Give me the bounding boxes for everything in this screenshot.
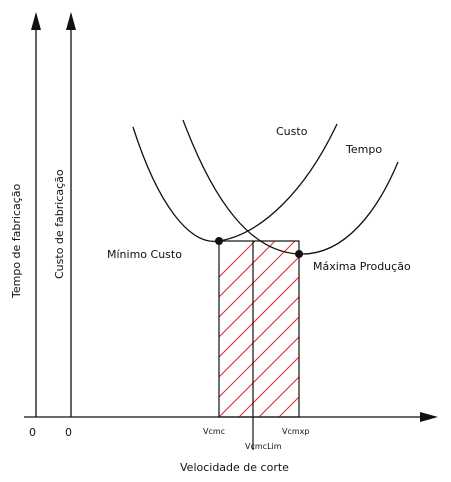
vcmclim-tick-label: VcmcLim [245, 442, 282, 451]
time-curve [182, 119, 399, 255]
optimal-speed-range-box [218, 240, 300, 418]
max-production-point [295, 250, 303, 258]
time-curve-label: Tempo [345, 143, 382, 156]
vcmc-tick-label: Vcmc [203, 427, 225, 436]
time-axis-label: Tempo de fabricação [10, 183, 23, 299]
optimal-speed-range-hatch [219, 241, 299, 417]
origin-label-1: 0 [29, 426, 36, 439]
speed-axis-label: Velocidade de corte [180, 461, 289, 474]
cost-axis-arrow-icon [66, 12, 76, 30]
max-production-label: Máxima Produção [313, 260, 411, 273]
cost-curve [132, 123, 338, 242]
vcmxp-tick-label: Vcmxp [282, 427, 309, 436]
min-cost-point [215, 237, 223, 245]
time-axis-arrow-icon [31, 12, 41, 30]
cost-curve-label: Custo [276, 125, 308, 138]
origin-label-2: 0 [65, 426, 72, 439]
cost-axis-label: Custo de fabricação [53, 169, 66, 279]
speed-axis-arrow-icon [420, 412, 438, 422]
min-cost-label: Mínimo Custo [107, 248, 182, 261]
